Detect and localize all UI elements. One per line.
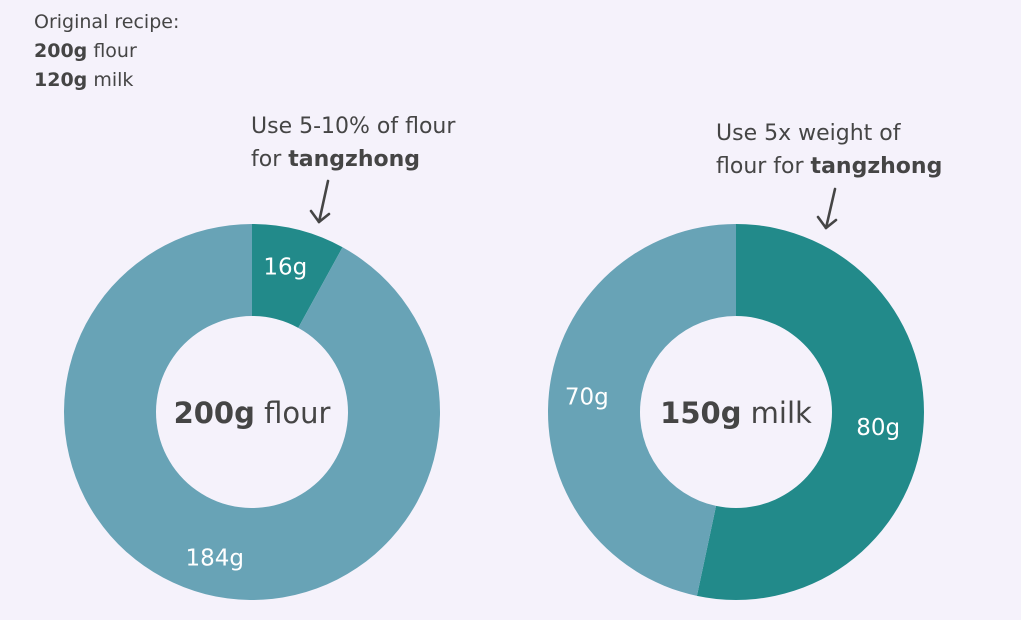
- flour-arrow-icon: [309, 179, 331, 224]
- recipe-line-milk: 120g milk: [34, 66, 179, 95]
- milk-annotation-line2: flour for tangzhong: [716, 150, 942, 183]
- donut-center-label: 200g flour: [174, 396, 331, 430]
- flour-slice-tangzhong-label: 16g: [263, 255, 307, 281]
- flour-annotation-line2: for tangzhong: [251, 143, 455, 176]
- milk-arrow-icon: [816, 187, 838, 230]
- flour-slice-remaining-label: 184g: [185, 545, 244, 571]
- recipe-milk-ingredient: milk: [93, 69, 134, 91]
- milk-donut: 80g 70g 150g milk: [548, 224, 925, 600]
- recipe-flour-ingredient: flour: [93, 40, 137, 62]
- milk-slice-remaining-label: 70g: [565, 384, 609, 410]
- center-amount: 150g: [660, 396, 741, 430]
- original-recipe: Original recipe: 200g flour 120g milk: [34, 8, 179, 95]
- center-word: milk: [741, 396, 812, 430]
- flour-annotation-bold: tangzhong: [288, 147, 421, 172]
- flour-annotation-prefix: for: [251, 147, 289, 172]
- milk-slice-tangzhong-label: 80g: [856, 415, 900, 441]
- milk-annotation-prefix: flour for: [716, 154, 811, 179]
- recipe-heading: Original recipe:: [34, 11, 180, 33]
- flour-annotation: Use 5-10% of flour for tangzhong: [251, 110, 455, 176]
- flour-slice-tangzhong: [252, 224, 343, 328]
- donut-center-label: 150g milk: [660, 396, 812, 430]
- recipe-line-flour: 200g flour: [34, 37, 179, 66]
- milk-slice-remaining: [548, 224, 736, 596]
- center-amount: 200g: [174, 396, 255, 430]
- milk-annotation-bold: tangzhong: [810, 154, 943, 179]
- recipe-flour-amount: 200g: [34, 40, 88, 62]
- flour-annotation-line1: Use 5-10% of flour: [251, 114, 456, 139]
- milk-slice-tangzhong: [696, 224, 925, 600]
- milk-annotation: Use 5x weight of flour for tangzhong: [716, 117, 942, 183]
- milk-annotation-line1: Use 5x weight of: [716, 121, 901, 146]
- flour-slice-remaining: [63, 223, 440, 600]
- center-word: flour: [255, 396, 331, 430]
- recipe-milk-amount: 120g: [34, 69, 88, 91]
- flour-donut: 16g 184g 200g flour: [63, 223, 440, 600]
